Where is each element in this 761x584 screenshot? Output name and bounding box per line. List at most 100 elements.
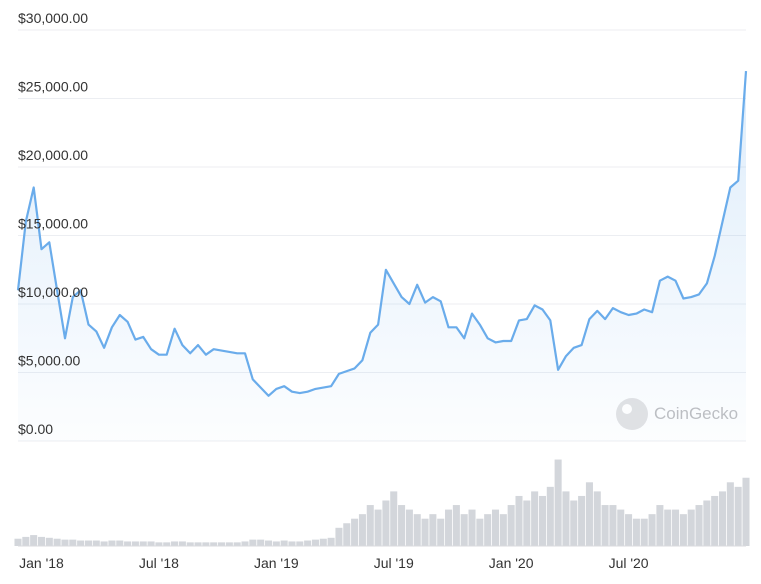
price-line bbox=[16, 71, 748, 397]
volume-bar bbox=[726, 482, 734, 546]
watermark-text: CoinGecko bbox=[654, 404, 738, 423]
volume-bar bbox=[515, 495, 523, 546]
volume-bar bbox=[100, 541, 108, 546]
volume-bar bbox=[413, 514, 421, 546]
volume-bar bbox=[45, 537, 53, 546]
volume-bar bbox=[476, 518, 484, 546]
volume-bar bbox=[585, 482, 593, 546]
volume-bar bbox=[445, 509, 453, 546]
volume-bar bbox=[672, 509, 680, 546]
volume-bar bbox=[92, 540, 100, 546]
volume-bar bbox=[648, 514, 656, 546]
volume-bar bbox=[382, 500, 390, 546]
volume-bar bbox=[186, 542, 194, 546]
volume-bar bbox=[218, 542, 226, 546]
volume-bar bbox=[578, 495, 586, 546]
volume-bar bbox=[570, 500, 578, 546]
x-tick-label: Jan '20 bbox=[489, 555, 534, 571]
volume-bar bbox=[703, 500, 711, 546]
volume-bar bbox=[554, 459, 562, 546]
x-tick-label: Jul '18 bbox=[139, 555, 179, 571]
volume-bar bbox=[22, 536, 30, 546]
volume-bar bbox=[319, 538, 327, 546]
volume-bar bbox=[335, 527, 343, 546]
volume-bar bbox=[343, 523, 351, 546]
y-tick-label: $20,000.00 bbox=[18, 147, 88, 163]
volume-bar bbox=[562, 491, 570, 546]
volume-bar bbox=[116, 540, 124, 546]
volume-bar bbox=[499, 514, 507, 546]
volume-bar bbox=[632, 518, 640, 546]
volume-bar bbox=[593, 491, 601, 546]
y-tick-label: $5,000.00 bbox=[18, 353, 80, 369]
volume-bar bbox=[609, 505, 617, 546]
labels: $0.00 $5,000.00 $10,000.00 $15,000.00 $20,00… bbox=[18, 10, 649, 571]
volume-bar bbox=[327, 537, 335, 546]
x-tick-label: Jan '18 bbox=[19, 555, 64, 571]
volume-bar bbox=[640, 518, 648, 546]
price bbox=[16, 71, 748, 441]
volume-bar bbox=[484, 514, 492, 546]
volume-bar bbox=[280, 540, 288, 546]
volume-bars bbox=[14, 459, 750, 547]
volume-bar bbox=[374, 509, 382, 546]
volume-bar bbox=[139, 541, 147, 546]
volume-bar bbox=[617, 509, 625, 546]
volume-bar bbox=[257, 539, 265, 546]
volume-bar bbox=[531, 491, 539, 546]
volume-bar bbox=[14, 538, 22, 546]
volume-bar bbox=[108, 540, 116, 546]
y-tick-label: $0.00 bbox=[18, 421, 53, 437]
watermark-logo-eye bbox=[622, 404, 632, 414]
volume-bar bbox=[272, 541, 280, 546]
watermark-logo bbox=[616, 398, 648, 430]
volume-bar bbox=[163, 542, 171, 546]
volume-bar bbox=[30, 535, 38, 546]
volume-bar bbox=[53, 538, 61, 546]
volume-bar bbox=[460, 514, 468, 546]
volume-bar bbox=[77, 540, 85, 546]
volume-bar bbox=[358, 514, 366, 546]
volume-bar bbox=[711, 495, 719, 546]
volume-bar bbox=[523, 500, 531, 546]
y-tick-label: $30,000.00 bbox=[18, 10, 88, 26]
volume-bar bbox=[491, 509, 500, 546]
volume-bar bbox=[124, 541, 132, 546]
volume-bar bbox=[37, 536, 46, 546]
x-tick-label: Jul '19 bbox=[374, 555, 414, 571]
volume-bar bbox=[249, 539, 257, 546]
volume-bar bbox=[601, 505, 609, 546]
y-tick-label: $15,000.00 bbox=[18, 216, 88, 232]
volume-bar bbox=[507, 505, 515, 546]
volume-bar bbox=[264, 540, 273, 546]
volume-bar bbox=[241, 541, 249, 546]
volume-bar bbox=[405, 509, 413, 546]
volume-bar bbox=[421, 518, 429, 546]
volume-bar bbox=[656, 505, 664, 546]
volume-bar bbox=[311, 539, 319, 546]
volume-bar bbox=[61, 539, 69, 546]
volume-bar bbox=[468, 509, 476, 546]
y-tick-label: $10,000.00 bbox=[18, 284, 88, 300]
volume-bar bbox=[210, 542, 218, 546]
y-tick-label: $25,000.00 bbox=[18, 79, 88, 95]
volume-bar bbox=[155, 542, 163, 546]
volume-bar bbox=[625, 514, 633, 546]
x-tick-label: Jan '19 bbox=[254, 555, 299, 571]
volume-bar bbox=[742, 477, 750, 546]
volume-bar bbox=[288, 541, 296, 546]
volume-bar bbox=[351, 518, 359, 546]
volume-bar bbox=[390, 491, 398, 546]
volume-bar bbox=[171, 541, 179, 546]
volume-bar bbox=[147, 541, 155, 546]
volume-bar bbox=[69, 539, 77, 546]
volume-bar bbox=[304, 540, 312, 546]
volume-bar bbox=[452, 505, 460, 546]
volume-bar bbox=[734, 486, 742, 546]
volume-bar bbox=[178, 541, 186, 546]
volume-bar bbox=[695, 505, 703, 546]
volume-bar bbox=[437, 518, 445, 546]
volume-bar bbox=[546, 486, 554, 546]
volume-bar bbox=[233, 542, 241, 546]
